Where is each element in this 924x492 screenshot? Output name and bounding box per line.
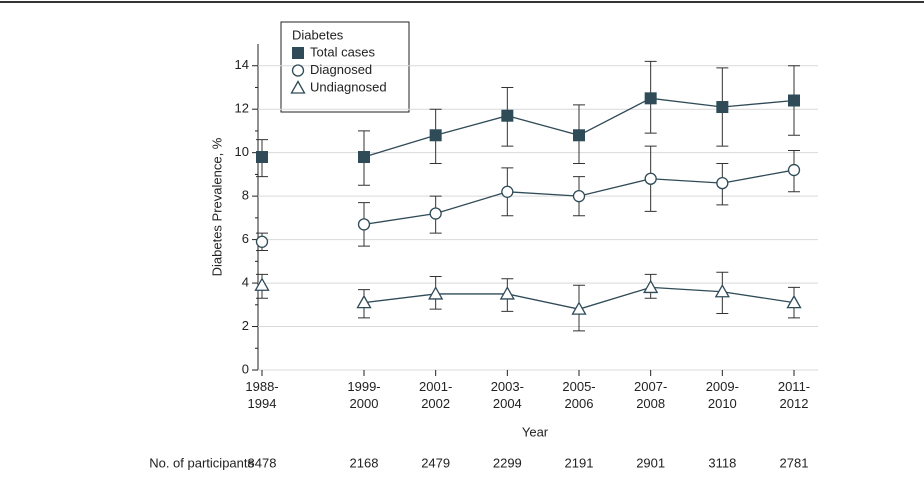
participants-count: 2901 bbox=[636, 455, 665, 470]
marker bbox=[356, 294, 372, 309]
legend-label: Total cases bbox=[310, 44, 376, 59]
marker bbox=[501, 185, 514, 198]
x-tick-label: 2001-2002 bbox=[419, 379, 452, 411]
y-tick-label: 6 bbox=[242, 231, 249, 246]
legend-marker bbox=[292, 47, 304, 59]
marker bbox=[571, 301, 587, 315]
marker bbox=[429, 129, 442, 142]
x-axis-title: Year bbox=[522, 424, 549, 439]
marker bbox=[255, 235, 269, 248]
marker bbox=[716, 101, 729, 114]
y-tick-label: 14 bbox=[235, 57, 249, 72]
x-tick-label: 2009-2010 bbox=[706, 379, 739, 411]
marker bbox=[573, 129, 585, 142]
x-tick-label: 2007-2008 bbox=[634, 379, 667, 411]
participants-label: No. of participants bbox=[149, 455, 254, 470]
x-tick-label: 1999-2000 bbox=[347, 379, 380, 411]
marker bbox=[358, 151, 370, 164]
participants-count: 2479 bbox=[421, 455, 450, 470]
x-tick-label: 2003-2004 bbox=[491, 379, 524, 411]
y-tick-label: 4 bbox=[242, 275, 249, 290]
legend-title: Diabetes bbox=[292, 27, 344, 42]
y-tick-label: 8 bbox=[242, 188, 249, 203]
participants-count: 3118 bbox=[708, 455, 736, 470]
marker bbox=[256, 151, 268, 164]
legend-label: Undiagnosed bbox=[310, 79, 387, 94]
participants-count: 2168 bbox=[350, 455, 379, 470]
participants-count: 2781 bbox=[780, 455, 809, 470]
legend-label: Diagnosed bbox=[310, 62, 372, 77]
marker bbox=[714, 283, 730, 298]
x-tick-label: 1988-1994 bbox=[245, 379, 278, 411]
y-axis-title: Diabetes Prevalence, % bbox=[209, 137, 224, 276]
marker bbox=[644, 172, 657, 185]
marker bbox=[254, 277, 270, 291]
marker bbox=[572, 189, 586, 203]
marker bbox=[429, 207, 442, 220]
marker bbox=[499, 286, 515, 300]
x-tick-label: 2005-2006 bbox=[562, 379, 595, 411]
marker bbox=[428, 286, 444, 300]
marker bbox=[643, 279, 659, 294]
marker bbox=[357, 218, 371, 231]
y-tick-label: 10 bbox=[235, 144, 249, 159]
y-tick-label: 2 bbox=[242, 318, 249, 333]
participants-count: 2191 bbox=[565, 455, 594, 470]
participants-count: 8478 bbox=[248, 455, 277, 470]
participants-count: 2299 bbox=[493, 455, 522, 470]
marker bbox=[787, 163, 801, 177]
y-tick-label: 0 bbox=[242, 361, 249, 376]
marker bbox=[716, 176, 729, 190]
x-tick-label: 2011-2012 bbox=[778, 379, 810, 411]
marker bbox=[644, 92, 657, 105]
legend-marker bbox=[291, 64, 305, 77]
legend-marker bbox=[290, 80, 306, 94]
marker bbox=[788, 94, 800, 107]
marker bbox=[501, 109, 514, 122]
y-tick-label: 12 bbox=[235, 101, 249, 116]
marker bbox=[786, 294, 802, 309]
